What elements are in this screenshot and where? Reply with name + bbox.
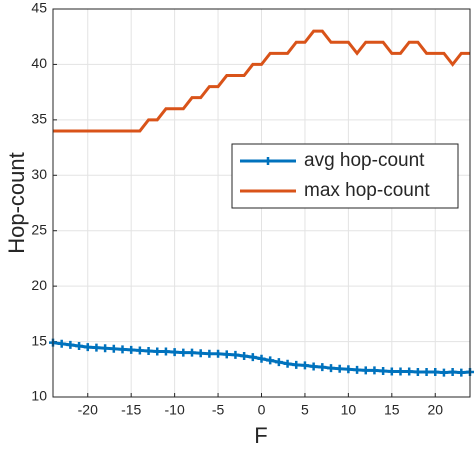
marker	[274, 358, 283, 367]
marker	[179, 348, 188, 357]
marker	[188, 348, 196, 357]
legend-label: avg hop-count	[304, 150, 425, 171]
marker	[439, 368, 448, 377]
marker	[283, 359, 292, 368]
marker	[92, 343, 101, 352]
x-tick-label: 5	[301, 402, 309, 418]
axes-box	[52, 8, 471, 398]
marker	[431, 368, 440, 377]
marker	[144, 346, 153, 355]
marker	[257, 354, 266, 363]
marker	[448, 368, 457, 377]
y-tick-label: 20	[31, 277, 47, 293]
x-tick-label: 0	[258, 402, 266, 418]
marker	[387, 367, 396, 376]
marker	[248, 353, 257, 362]
marker	[405, 367, 414, 376]
y-tick-label: 40	[31, 55, 47, 71]
marker	[222, 350, 231, 359]
x-tick-label: 20	[427, 402, 443, 418]
marker	[318, 363, 327, 372]
marker	[327, 364, 335, 373]
marker	[457, 368, 466, 377]
legend-box	[231, 143, 459, 209]
marker	[370, 366, 379, 375]
x-tick-label: -20	[78, 402, 98, 418]
marker	[344, 365, 353, 374]
legend-label: max hop-count	[304, 180, 430, 201]
marker	[161, 347, 170, 356]
y-tick-label: 15	[31, 332, 47, 348]
y-tick-label: 25	[31, 221, 47, 237]
marker	[66, 340, 75, 349]
marker	[127, 345, 136, 354]
y-tick-label: 35	[31, 111, 47, 127]
marker	[101, 344, 110, 353]
marker	[361, 366, 370, 375]
marker	[309, 362, 318, 371]
marker	[300, 361, 309, 370]
marker	[135, 346, 144, 355]
marker	[214, 349, 223, 358]
x-tick-label: 10	[341, 402, 357, 418]
marker	[118, 345, 127, 354]
marker	[205, 349, 214, 358]
marker	[170, 348, 179, 357]
x-tick-label: 15	[384, 402, 400, 418]
marker	[335, 364, 344, 373]
marker	[353, 365, 362, 374]
legend-marker	[264, 157, 272, 165]
marker	[266, 356, 275, 365]
marker	[57, 339, 66, 348]
series-line	[53, 29, 470, 133]
y-axis-label: Hop-count	[4, 152, 29, 254]
x-tick-label: -15	[121, 402, 141, 418]
x-axis-label: F	[254, 423, 267, 448]
marker	[153, 347, 162, 356]
marker	[75, 342, 84, 351]
marker	[231, 350, 240, 359]
marker	[83, 343, 92, 352]
marker	[109, 344, 118, 353]
x-tick-label: -5	[212, 402, 225, 418]
x-tick-label: -10	[165, 402, 185, 418]
y-tick-label: 45	[31, 0, 47, 16]
marker	[196, 349, 205, 358]
marker	[292, 360, 301, 369]
y-tick-label: 30	[31, 166, 47, 182]
marker	[413, 368, 422, 377]
y-tick-label: 10	[31, 388, 47, 404]
marker	[396, 367, 405, 376]
marker	[379, 366, 388, 375]
marker	[240, 351, 249, 360]
marker	[422, 368, 431, 377]
